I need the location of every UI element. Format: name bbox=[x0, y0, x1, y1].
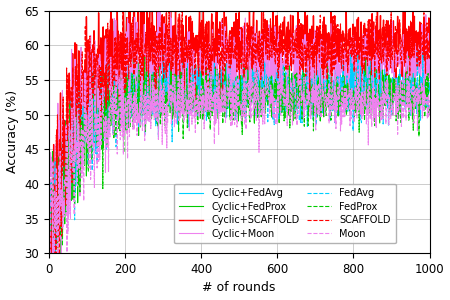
Cyclic+FedAvg bbox=[46, 197, 51, 201]
Cyclic+FedAvg bbox=[358, 89, 363, 93]
Cyclic+FedAvg bbox=[343, 99, 349, 103]
SCAFFOLD bbox=[427, 33, 432, 37]
Moon bbox=[124, 131, 130, 135]
FedAvg bbox=[357, 118, 363, 122]
FedProx bbox=[142, 56, 148, 59]
FedAvg bbox=[70, 159, 75, 162]
Cyclic+SCAFFOLD bbox=[383, 31, 389, 35]
Cyclic+SCAFFOLD bbox=[427, 39, 432, 43]
Moon bbox=[70, 146, 75, 149]
FedAvg bbox=[409, 86, 414, 89]
FedProx bbox=[358, 102, 363, 106]
Moon bbox=[108, 56, 113, 59]
Cyclic+Moon bbox=[427, 63, 432, 67]
Cyclic+SCAFFOLD bbox=[409, 38, 414, 42]
SCAFFOLD bbox=[383, 65, 389, 69]
FedAvg bbox=[383, 79, 388, 82]
Cyclic+FedProx bbox=[409, 93, 414, 97]
FedAvg bbox=[46, 237, 51, 241]
FedAvg bbox=[415, 45, 420, 49]
Cyclic+Moon bbox=[156, 3, 162, 7]
Cyclic+SCAFFOLD bbox=[47, 265, 53, 269]
Line: Cyclic+Moon: Cyclic+Moon bbox=[49, 5, 430, 267]
Cyclic+Moon bbox=[343, 62, 349, 66]
Cyclic+FedAvg bbox=[261, 34, 267, 37]
Cyclic+SCAFFOLD bbox=[108, 2, 114, 5]
SCAFFOLD bbox=[70, 123, 75, 126]
Cyclic+FedProx bbox=[69, 151, 75, 154]
FedAvg bbox=[48, 265, 54, 269]
FedProx bbox=[70, 160, 75, 163]
Cyclic+FedProx bbox=[110, 19, 115, 23]
Cyclic+FedAvg bbox=[70, 131, 75, 134]
Moon bbox=[47, 265, 52, 269]
Legend: Cyclic+FedAvg, Cyclic+FedProx, Cyclic+SCAFFOLD, Cyclic+Moon, FedAvg, FedProx, SC: Cyclic+FedAvg, Cyclic+FedProx, Cyclic+SC… bbox=[174, 184, 396, 244]
Cyclic+FedProx bbox=[46, 265, 51, 269]
FedAvg bbox=[427, 84, 432, 87]
Cyclic+Moon bbox=[409, 92, 414, 96]
Cyclic+Moon bbox=[47, 265, 52, 269]
Cyclic+FedAvg bbox=[124, 114, 129, 118]
Cyclic+Moon bbox=[124, 79, 129, 83]
Cyclic+SCAFFOLD bbox=[358, 56, 363, 59]
FedProx bbox=[383, 80, 389, 83]
Cyclic+SCAFFOLD bbox=[70, 115, 75, 118]
Line: FedProx: FedProx bbox=[49, 57, 430, 267]
SCAFFOLD bbox=[124, 61, 129, 65]
Cyclic+SCAFFOLD bbox=[124, 16, 130, 19]
Moon bbox=[358, 112, 363, 116]
FedProx bbox=[409, 98, 414, 101]
Line: Cyclic+SCAFFOLD: Cyclic+SCAFFOLD bbox=[49, 4, 430, 267]
Line: Cyclic+FedAvg: Cyclic+FedAvg bbox=[49, 35, 430, 267]
SCAFFOLD bbox=[46, 265, 52, 269]
Cyclic+SCAFFOLD bbox=[46, 181, 51, 184]
Cyclic+FedProx bbox=[357, 85, 363, 89]
FedAvg bbox=[343, 84, 349, 87]
Cyclic+Moon bbox=[358, 58, 363, 61]
Cyclic+FedAvg bbox=[383, 91, 389, 94]
Line: Cyclic+FedProx: Cyclic+FedProx bbox=[49, 21, 430, 267]
Cyclic+FedAvg bbox=[46, 265, 52, 269]
SCAFFOLD bbox=[358, 34, 363, 38]
FedProx bbox=[427, 113, 432, 117]
FedProx bbox=[124, 94, 129, 98]
Moon bbox=[46, 248, 51, 251]
FedAvg bbox=[124, 94, 129, 98]
Moon bbox=[343, 106, 349, 109]
SCAFFOLD bbox=[166, 2, 172, 5]
Cyclic+FedProx bbox=[427, 86, 432, 90]
Cyclic+Moon bbox=[70, 132, 75, 135]
Moon bbox=[427, 115, 432, 118]
FedProx bbox=[47, 265, 53, 269]
Cyclic+SCAFFOLD bbox=[343, 4, 349, 8]
Line: Moon: Moon bbox=[49, 57, 430, 267]
Cyclic+Moon bbox=[46, 249, 51, 253]
Moon bbox=[409, 112, 414, 116]
SCAFFOLD bbox=[46, 184, 51, 188]
Line: SCAFFOLD: SCAFFOLD bbox=[49, 4, 430, 267]
FedProx bbox=[46, 261, 51, 265]
Line: FedAvg: FedAvg bbox=[49, 47, 430, 267]
Cyclic+Moon bbox=[383, 62, 389, 66]
Cyclic+FedAvg bbox=[409, 74, 414, 77]
Y-axis label: Accuracy (%): Accuracy (%) bbox=[5, 90, 18, 173]
Cyclic+FedProx bbox=[124, 78, 129, 82]
Cyclic+FedAvg bbox=[427, 87, 432, 91]
X-axis label: # of rounds: # of rounds bbox=[202, 281, 276, 294]
Cyclic+FedProx bbox=[383, 75, 388, 79]
FedProx bbox=[343, 113, 349, 117]
Moon bbox=[383, 112, 389, 116]
SCAFFOLD bbox=[409, 31, 414, 35]
Cyclic+FedProx bbox=[343, 107, 349, 110]
SCAFFOLD bbox=[343, 60, 349, 64]
